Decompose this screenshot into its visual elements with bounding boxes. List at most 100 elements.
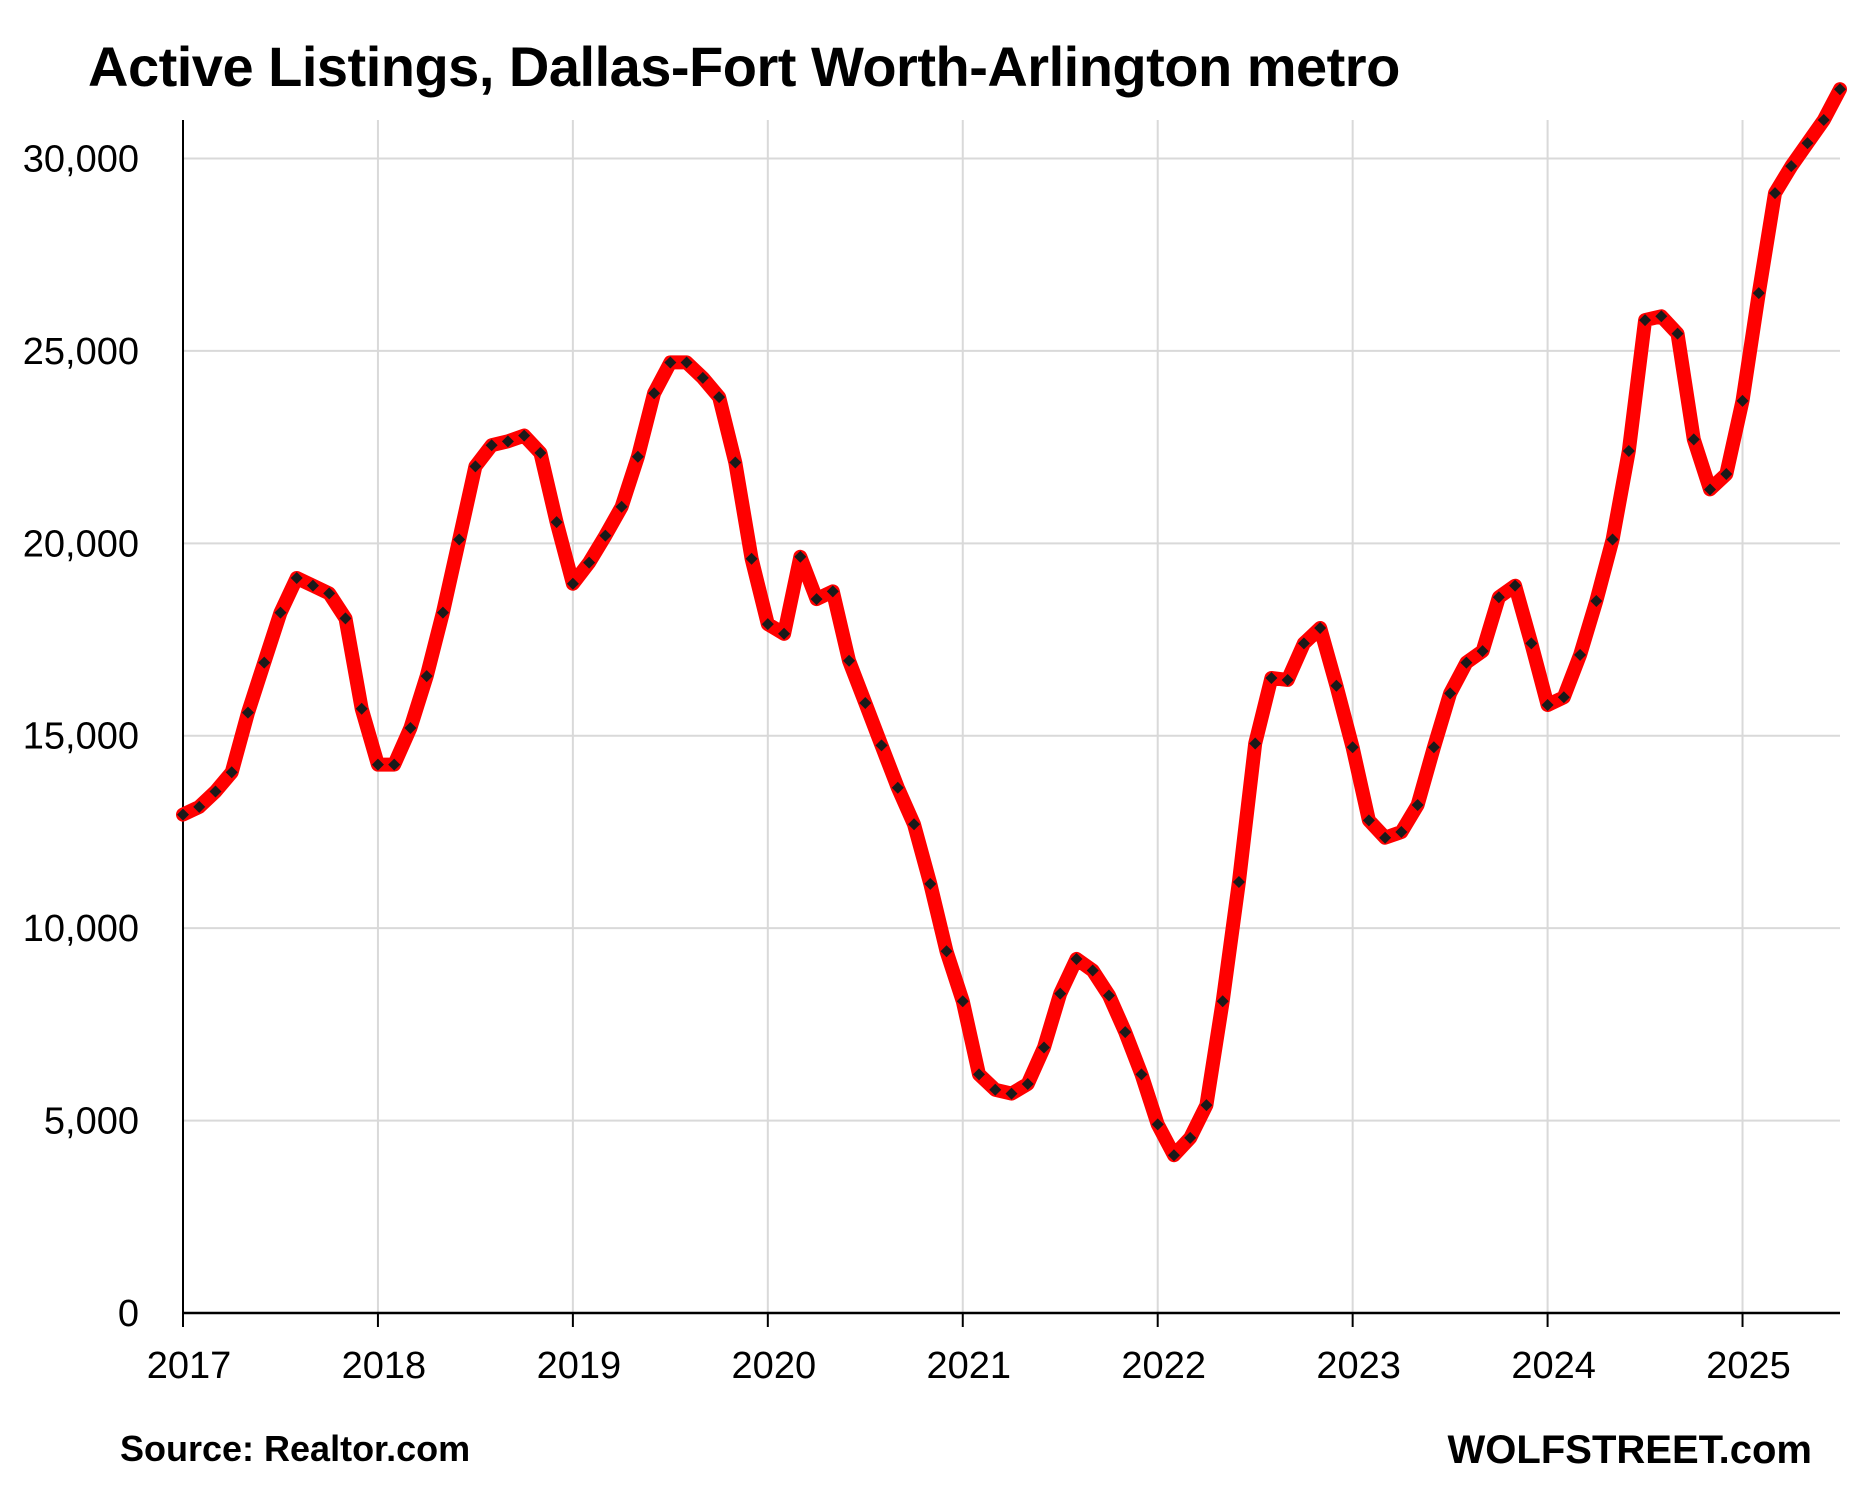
data-point bbox=[956, 995, 969, 1008]
data-point bbox=[1769, 187, 1782, 200]
data-point bbox=[193, 800, 206, 813]
data-point bbox=[209, 785, 222, 798]
x-tick-label: 2020 bbox=[732, 1345, 817, 1387]
data-point bbox=[1622, 444, 1635, 457]
series-markers bbox=[177, 83, 1846, 1162]
data-point bbox=[323, 587, 336, 600]
data-point bbox=[1444, 687, 1457, 700]
data-point bbox=[843, 654, 856, 667]
data-point bbox=[908, 818, 921, 831]
data-point bbox=[1525, 637, 1538, 650]
data-point bbox=[778, 627, 791, 640]
data-point bbox=[1785, 160, 1798, 173]
brand-label: WOLFSTREET.com bbox=[1447, 1428, 1812, 1472]
data-point bbox=[550, 516, 563, 529]
data-point bbox=[1590, 595, 1603, 608]
data-point bbox=[485, 439, 498, 452]
data-point bbox=[713, 391, 726, 404]
data-point bbox=[1736, 394, 1749, 407]
data-point bbox=[924, 877, 937, 890]
data-point bbox=[891, 781, 904, 794]
data-point bbox=[339, 612, 352, 625]
data-point bbox=[859, 697, 872, 710]
data-point bbox=[826, 585, 839, 598]
data-point bbox=[420, 670, 433, 683]
data-point bbox=[1395, 825, 1408, 838]
x-tick-label: 2023 bbox=[1316, 1345, 1401, 1387]
y-tick-label: 30,000 bbox=[23, 138, 139, 180]
x-tick-label: 2017 bbox=[147, 1345, 232, 1387]
data-point bbox=[1379, 831, 1392, 844]
y-tick-label: 5,000 bbox=[44, 1101, 139, 1143]
data-point bbox=[1314, 621, 1327, 634]
data-point bbox=[1655, 310, 1668, 323]
x-tick-label: 2022 bbox=[1121, 1345, 1206, 1387]
data-point bbox=[1281, 673, 1294, 686]
data-point bbox=[648, 387, 661, 400]
data-point bbox=[501, 435, 514, 448]
data-point bbox=[225, 766, 238, 779]
data-point bbox=[599, 529, 612, 542]
y-tick-label: 15,000 bbox=[23, 716, 139, 758]
data-point bbox=[306, 579, 319, 592]
data-point bbox=[1021, 1078, 1034, 1091]
data-point bbox=[794, 550, 807, 563]
series-line-active-listings bbox=[176, 82, 1847, 1163]
data-point bbox=[1460, 656, 1473, 669]
data-point bbox=[875, 739, 888, 752]
y-tick-labels: 0 5,000 10,000 15,000 20,000 25,000 30,000 bbox=[23, 138, 139, 1335]
data-point bbox=[436, 606, 449, 619]
data-point bbox=[1427, 741, 1440, 754]
data-point bbox=[1070, 952, 1083, 965]
y-tick-label: 10,000 bbox=[23, 908, 139, 950]
data-point bbox=[583, 556, 596, 569]
axes bbox=[182, 120, 1840, 1327]
data-point bbox=[1411, 799, 1424, 812]
data-point bbox=[1557, 691, 1570, 704]
y-tick-label: 0 bbox=[118, 1293, 139, 1335]
data-point bbox=[973, 1068, 986, 1081]
data-point bbox=[1297, 637, 1310, 650]
data-point bbox=[1086, 964, 1099, 977]
data-point bbox=[1232, 875, 1245, 888]
data-point bbox=[1119, 1026, 1132, 1039]
data-point bbox=[534, 446, 547, 459]
data-point bbox=[1054, 987, 1067, 1000]
data-point bbox=[1606, 533, 1619, 546]
data-point bbox=[1265, 672, 1278, 685]
data-point bbox=[761, 618, 774, 631]
data-point bbox=[1541, 698, 1554, 711]
data-point bbox=[810, 593, 823, 606]
series-group bbox=[176, 82, 1847, 1163]
x-tick-label: 2021 bbox=[926, 1345, 1011, 1387]
data-point bbox=[1184, 1131, 1197, 1144]
data-point bbox=[1102, 989, 1115, 1002]
data-point bbox=[745, 552, 758, 565]
data-point bbox=[1330, 679, 1343, 692]
data-point bbox=[1167, 1149, 1180, 1162]
data-point bbox=[1834, 83, 1846, 96]
data-point bbox=[177, 808, 189, 821]
data-point bbox=[989, 1083, 1002, 1096]
gridlines bbox=[182, 120, 1840, 1313]
data-point bbox=[696, 371, 709, 384]
data-point bbox=[469, 460, 482, 473]
data-point bbox=[1151, 1118, 1164, 1131]
x-tick-labels: 2017 2018 2019 2020 2021 2022 2023 2024 2025 bbox=[147, 1345, 1791, 1387]
data-point bbox=[1752, 287, 1765, 300]
data-point bbox=[1037, 1041, 1050, 1054]
data-point bbox=[680, 356, 693, 369]
data-point bbox=[1574, 648, 1587, 661]
data-point bbox=[1704, 483, 1717, 496]
data-point bbox=[1639, 314, 1652, 327]
data-point bbox=[1200, 1099, 1213, 1112]
x-tick-label: 2018 bbox=[342, 1345, 427, 1387]
data-point bbox=[1817, 114, 1830, 126]
data-point bbox=[1476, 645, 1489, 658]
data-point bbox=[1492, 591, 1505, 604]
data-point bbox=[1362, 814, 1375, 827]
x-tick-label: 2019 bbox=[537, 1345, 622, 1387]
data-point bbox=[1249, 737, 1262, 750]
data-point bbox=[290, 571, 303, 584]
